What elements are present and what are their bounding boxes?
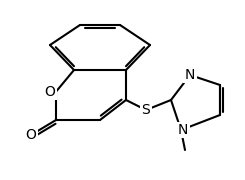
Text: O: O <box>25 128 37 142</box>
Text: N: N <box>178 123 188 137</box>
Text: S: S <box>142 103 150 117</box>
Text: O: O <box>45 85 55 99</box>
Text: N: N <box>185 68 195 82</box>
